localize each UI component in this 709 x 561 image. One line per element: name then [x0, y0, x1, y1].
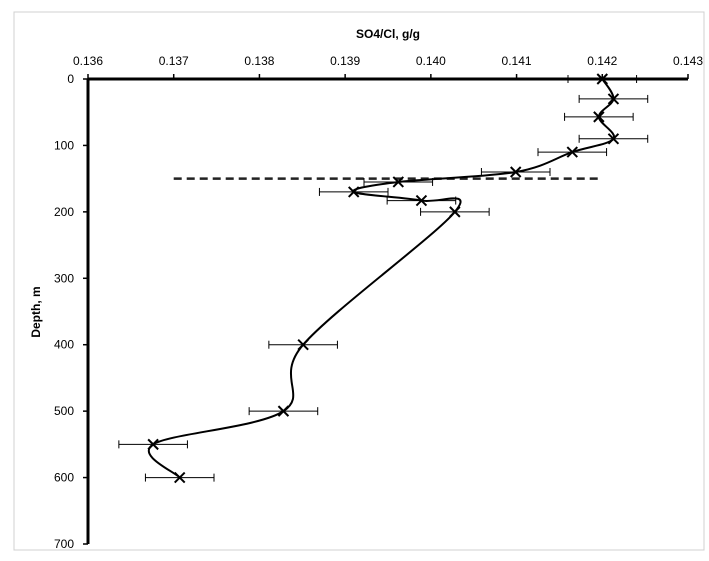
y-tick-label: 600: [54, 471, 74, 485]
y-tick-label: 200: [54, 205, 74, 219]
y-tick-label: 0: [67, 72, 74, 86]
x-tick-label: 0.137: [159, 54, 189, 68]
x-axis-title: SO4/Cl, g/g: [356, 27, 420, 41]
y-tick-label: 100: [54, 138, 74, 152]
point-marker: [449, 206, 461, 218]
chart-frame: [13, 11, 705, 551]
x-tick-label: 0.141: [502, 54, 532, 68]
y-tick-label: 400: [54, 338, 74, 352]
x-tick-label: 0.142: [587, 54, 617, 68]
x-tick-label: 0.143: [673, 54, 703, 68]
point-marker: [607, 133, 620, 145]
y-tick-label: 700: [54, 537, 74, 551]
point-marker: [510, 166, 522, 178]
point-marker: [607, 93, 620, 105]
point-marker: [147, 438, 159, 451]
point-marker: [566, 146, 578, 158]
x-tick-label: 0.136: [73, 54, 103, 68]
point-marker: [596, 73, 608, 85]
point-marker: [348, 186, 360, 198]
point-marker: [277, 405, 290, 417]
y-axis-title: Depth, m: [29, 286, 43, 337]
x-tick-label: 0.140: [416, 54, 446, 68]
x-tick-label: 0.139: [330, 54, 360, 68]
point-marker: [415, 194, 428, 207]
y-tick-label: 300: [54, 271, 74, 285]
x-tick-label: 0.138: [244, 54, 274, 68]
point-marker: [297, 339, 309, 351]
point-marker: [392, 176, 404, 188]
y-tick-label: 500: [54, 404, 74, 418]
point-marker: [593, 111, 605, 123]
point-marker: [174, 471, 186, 484]
